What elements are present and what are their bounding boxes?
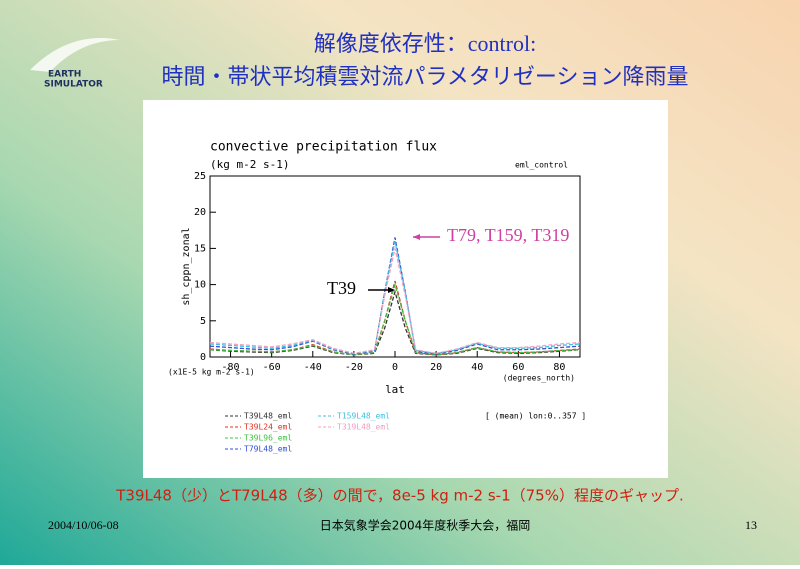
x-tick-label: -40 xyxy=(304,362,322,373)
x-tick-label: 40 xyxy=(471,362,483,373)
legend-label: T79L48_eml xyxy=(244,445,292,454)
y-tick-label: 25 xyxy=(194,171,206,182)
series-line xyxy=(209,282,581,356)
statement: T39L48（少）とT79L48（多）の間で，8e-5 kg m-2 s-1（7… xyxy=(115,487,683,505)
x-tick-label: 60 xyxy=(512,362,524,373)
x-tick-label: -20 xyxy=(345,362,363,373)
chart-panel xyxy=(143,100,668,478)
logo-text: EARTH xyxy=(48,70,81,80)
chart-subtitle: (kg m-2 s-1) xyxy=(210,158,289,171)
title: 解像度依存性：control: xyxy=(314,31,536,56)
scale-note: (x1E-5 kg m-2 s-1) xyxy=(168,368,255,377)
x-tick-label: -80 xyxy=(222,362,240,373)
x-tick-label: 0 xyxy=(392,362,398,373)
series-line xyxy=(209,248,581,355)
logo-swoosh xyxy=(30,38,120,72)
x-tick-label: 80 xyxy=(553,362,565,373)
date: 2004/10/06-08 xyxy=(48,518,119,532)
legend-label: T39L24_eml xyxy=(244,423,292,432)
chart-tag: eml_control xyxy=(515,161,568,170)
y-tick-label: 20 xyxy=(194,207,206,218)
x-tick-label: 20 xyxy=(430,362,442,373)
chart-title: convective precipitation flux xyxy=(210,140,437,155)
series-line xyxy=(209,289,581,356)
series-line xyxy=(209,237,581,355)
y-tick-label: 15 xyxy=(194,243,206,254)
legend-label: T39L96_eml xyxy=(244,434,292,443)
y-tick-label: 5 xyxy=(200,316,206,327)
legend-label: T319L48_eml xyxy=(337,423,390,432)
conference: 日本気象学会2004年度秋季大会，福岡 xyxy=(320,518,531,533)
annotation: T79, T159, T319 xyxy=(447,225,569,245)
legend-label: T39L48_eml xyxy=(244,412,292,421)
x-axis-label: lat xyxy=(385,383,405,396)
title: 時間・帯状平均積雲対流パラメタリゼーション降雨量 xyxy=(162,65,689,90)
chart: convective precipitation flux (kg m-2 s-1… xyxy=(168,140,586,454)
x-tick-label: -60 xyxy=(263,362,281,373)
arrow-head xyxy=(388,287,395,293)
y-tick-label: 0 xyxy=(200,352,206,363)
logo-text: SIMULATOR xyxy=(44,80,103,90)
y-axis-label: sh_cppn_zonal xyxy=(181,227,192,305)
legend-label: T159L48_eml xyxy=(337,412,390,421)
annotation: T39 xyxy=(327,278,356,298)
series-line xyxy=(209,241,581,355)
mean-note: [ (mean) lon:0..357 ] xyxy=(485,412,586,421)
y-tick-label: 10 xyxy=(194,280,206,291)
page-number: 13 xyxy=(745,518,757,532)
x-unit: (degrees_north) xyxy=(503,374,575,383)
arrow-head xyxy=(413,234,420,240)
